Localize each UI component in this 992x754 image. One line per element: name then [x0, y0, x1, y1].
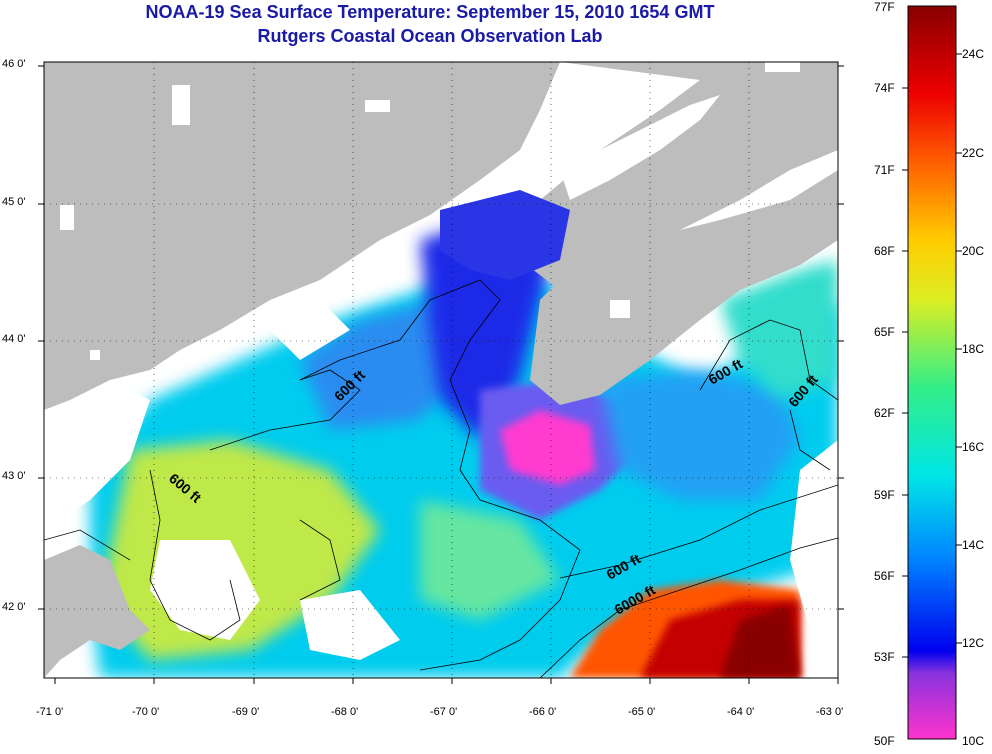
fundy-mouth-water — [440, 190, 570, 280]
map-title: NOAA-19 Sea Surface Temperature: Septemb… — [145, 2, 715, 22]
lat-label: 44 0' — [2, 333, 26, 345]
colorbar-label-f: 65F — [874, 325, 895, 339]
lon-label: -65 0' — [628, 706, 656, 718]
lon-label: -67 0' — [430, 706, 458, 718]
colorbar-label-c: 22C — [962, 146, 985, 160]
lon-label: -70 0' — [132, 706, 160, 718]
colorbar-label-f: 56F — [874, 569, 895, 583]
colorbar — [907, 5, 957, 740]
colorbar-label-f: 74F — [874, 81, 895, 95]
lat-label: 45 0' — [2, 196, 26, 208]
colorbar-ticks — [902, 53, 962, 658]
colorbar-label-c: 24C — [962, 47, 985, 61]
bay-of-fundy — [560, 95, 720, 200]
land — [44, 62, 838, 678]
colorbar-label-c: 10C — [962, 734, 985, 748]
colorbar-label-f: 71F — [874, 163, 895, 177]
colorbar-label-c: 20C — [962, 244, 985, 258]
colorbar-label-c: 18C — [962, 342, 985, 356]
colorbar-label-f: 59F — [874, 488, 895, 502]
lon-label: -71 0' — [36, 706, 64, 718]
lat-label: 46 0' — [2, 58, 26, 70]
colorbar-label-c: 16C — [962, 440, 985, 454]
map-area: 600 ft 600 ft 600 ft 600 ft 600 ft 6000 … — [44, 62, 838, 678]
graticule — [44, 62, 838, 678]
colorbar-label-c: 14C — [962, 538, 985, 552]
lon-label: -66 0' — [529, 706, 557, 718]
lon-label: -69 0' — [232, 706, 260, 718]
colorbar-label-f: 68F — [874, 244, 895, 258]
colorbar-label-f: 53F — [874, 650, 895, 664]
colorbar-label-f: 77F — [874, 0, 895, 14]
lon-label: -63 0' — [816, 706, 844, 718]
lon-label: -64 0' — [727, 706, 755, 718]
map-frame — [43, 61, 839, 679]
colorbar-label-f: 62F — [874, 406, 895, 420]
lon-label: -68 0' — [331, 706, 359, 718]
inland-lakes — [60, 62, 800, 360]
axis-ticks — [38, 65, 844, 684]
lat-label: 43 0' — [2, 470, 26, 482]
map-subtitle: Rutgers Coastal Ocean Observation Lab — [257, 26, 603, 46]
colorbar-label-f: 50F — [874, 734, 895, 748]
bathymetry-contours — [44, 279, 838, 678]
lat-label: 42 0' — [2, 601, 26, 613]
colorbar-label-c: 12C — [962, 636, 985, 650]
